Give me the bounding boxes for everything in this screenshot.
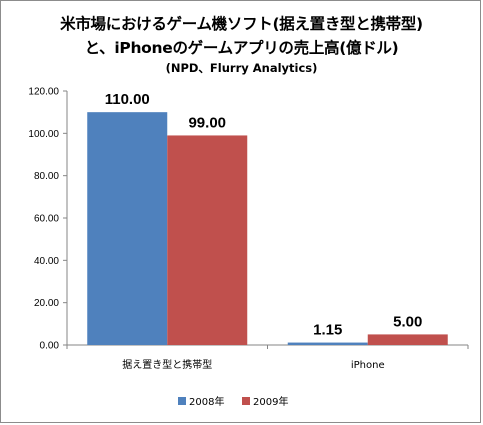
legend-label: 2009年 xyxy=(253,395,288,408)
chart-title: 米市場におけるゲーム機ソフト(据え置き型と携帯型) xyxy=(60,15,423,33)
y-tick-label: 40.00 xyxy=(34,256,59,267)
chart-subtitle: と、iPhoneのゲームアプリの売上高(億ドル) xyxy=(84,39,399,57)
category-label: iPhone xyxy=(351,360,385,371)
data-label: 99.00 xyxy=(188,114,226,131)
y-tick-label: 80.00 xyxy=(34,171,59,182)
bar-2008 xyxy=(287,342,368,345)
legend-label: 2008年 xyxy=(189,395,224,408)
data-label: 5.00 xyxy=(393,313,422,330)
y-tick-label: 100.00 xyxy=(28,129,59,140)
chart-source: (NPD、Flurry Analytics) xyxy=(165,61,318,75)
bar-2009 xyxy=(367,334,448,345)
legend-swatch xyxy=(242,397,250,405)
bar-2008 xyxy=(87,112,168,346)
data-label: 110.00 xyxy=(105,91,150,108)
bar-2009 xyxy=(167,135,248,345)
data-label: 1.15 xyxy=(313,322,342,339)
y-tick-label: 60.00 xyxy=(34,214,59,225)
category-label: 据え置き型と携帯型 xyxy=(122,358,212,371)
y-tick-label: 0.00 xyxy=(40,341,60,352)
y-tick-label: 20.00 xyxy=(34,298,59,309)
y-tick-label: 120.00 xyxy=(28,87,59,98)
legend-swatch xyxy=(178,397,186,405)
